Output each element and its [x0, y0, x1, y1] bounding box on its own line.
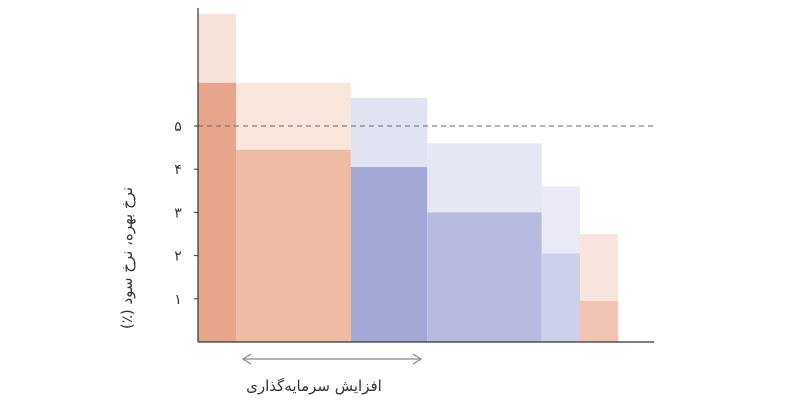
y-tick-label-2: ۲	[174, 249, 182, 265]
y-tick-label-3: ۳	[174, 205, 182, 221]
investment-arrow	[241, 353, 423, 365]
y-tick-label-4: ۴	[174, 162, 182, 178]
investment-increase-label: افزایش سرمایه‌گذاری	[246, 377, 382, 395]
bar-4-range	[427, 143, 542, 213]
arrow-head-left	[241, 353, 252, 365]
bar-5-range	[541, 186, 580, 254]
y-tick-label-5: ۵	[174, 119, 182, 135]
bar-1	[198, 82, 237, 343]
bar-5	[541, 253, 580, 342]
bar-2-range	[236, 82, 351, 150]
bar-2	[236, 149, 351, 342]
bar-1-range	[198, 13, 237, 83]
arrow-head-right	[412, 353, 423, 365]
bar-4	[427, 212, 542, 342]
bar-3-range	[350, 97, 428, 168]
y-ticks-group: ۱ ۲ ۳ ۴ ۵	[174, 119, 198, 308]
y-axis-title: نرخ بهره، نرخ سود (٪)	[118, 187, 136, 329]
bar-6	[580, 300, 619, 342]
y-tick-label-1: ۱	[174, 292, 182, 308]
bar-3	[350, 167, 428, 342]
bars-group	[198, 13, 619, 343]
bar-6-range	[580, 234, 619, 301]
